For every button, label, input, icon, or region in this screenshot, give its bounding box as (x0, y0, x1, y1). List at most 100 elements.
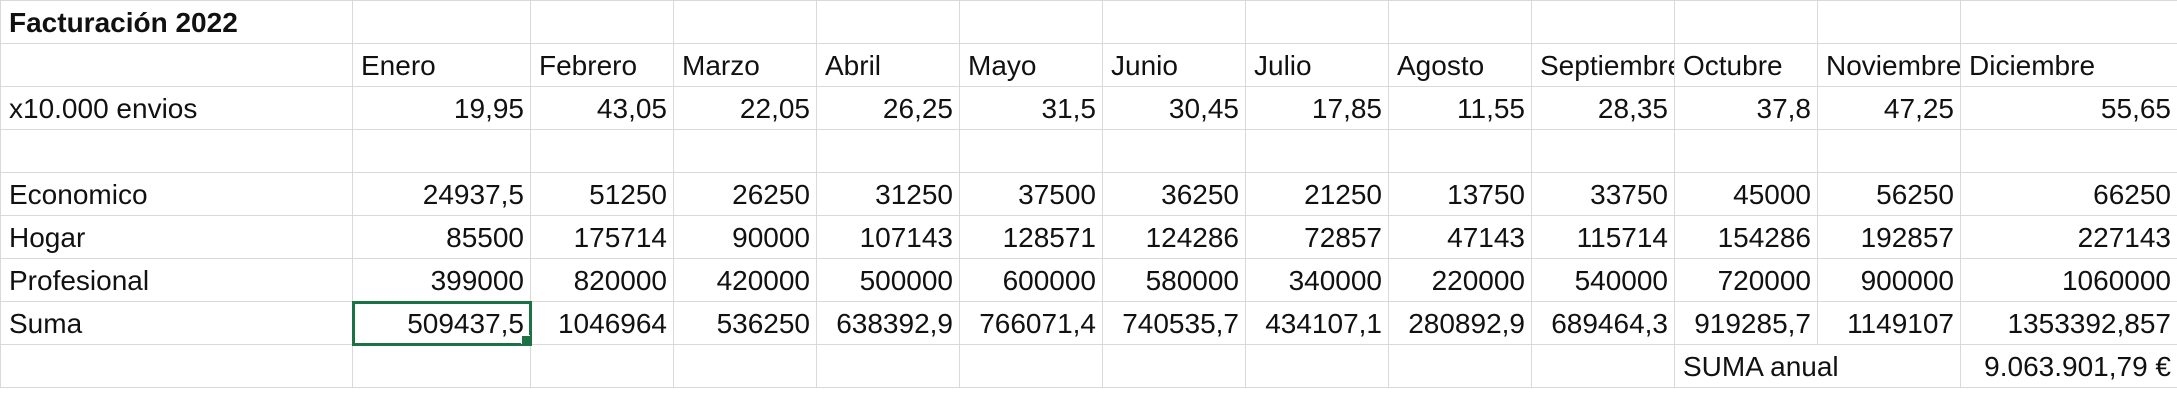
value-cell[interactable]: 1353392,857 (1960, 301, 2177, 345)
value-cell[interactable]: 85500 (352, 215, 531, 259)
value-cell[interactable]: 107143 (816, 215, 960, 259)
value-cell[interactable]: 26,25 (816, 86, 960, 130)
annual-value-cell[interactable]: 9.063.901,79 € (1960, 344, 2177, 388)
cell-empty[interactable] (352, 129, 531, 173)
cell-empty[interactable] (1102, 344, 1246, 388)
value-cell[interactable]: 33750 (1531, 172, 1675, 216)
month-header-cell[interactable]: Mayo (959, 43, 1103, 87)
value-cell[interactable]: 17,85 (1245, 86, 1389, 130)
fill-handle[interactable] (521, 335, 530, 344)
value-cell[interactable]: 47143 (1388, 215, 1532, 259)
value-cell[interactable]: 43,05 (530, 86, 674, 130)
cell-empty[interactable] (1388, 129, 1532, 173)
value-cell[interactable]: 124286 (1102, 215, 1246, 259)
value-cell[interactable]: 175714 (530, 215, 674, 259)
value-cell[interactable]: 192857 (1817, 215, 1961, 259)
value-cell[interactable]: 31250 (816, 172, 960, 216)
value-cell[interactable]: 600000 (959, 258, 1103, 302)
cell-empty[interactable] (1388, 344, 1532, 388)
value-cell[interactable]: 37500 (959, 172, 1103, 216)
value-cell[interactable]: 740535,7 (1102, 301, 1246, 345)
value-cell[interactable]: 66250 (1960, 172, 2177, 216)
month-header-cell[interactable]: Junio (1102, 43, 1246, 87)
value-cell[interactable]: 227143 (1960, 215, 2177, 259)
cell-empty[interactable] (0, 129, 353, 173)
value-cell[interactable]: 26250 (673, 172, 817, 216)
value-cell[interactable]: 720000 (1674, 258, 1818, 302)
cell-empty[interactable] (1960, 129, 2177, 173)
cell-empty[interactable] (352, 0, 531, 44)
cell-empty[interactable] (1817, 0, 1961, 44)
row-label-cell[interactable]: Economico (0, 172, 353, 216)
cell-empty[interactable] (530, 129, 674, 173)
cell-empty[interactable] (1245, 344, 1389, 388)
value-cell[interactable]: 919285,7 (1674, 301, 1818, 345)
cell-empty[interactable] (959, 0, 1103, 44)
month-header-cell[interactable]: Julio (1245, 43, 1389, 87)
month-header-cell[interactable]: Abril (816, 43, 960, 87)
cell-empty[interactable] (0, 344, 353, 388)
row-label-cell[interactable]: Hogar (0, 215, 353, 259)
value-cell[interactable]: 689464,3 (1531, 301, 1675, 345)
value-cell[interactable]: 51250 (530, 172, 674, 216)
value-cell[interactable]: 21250 (1245, 172, 1389, 216)
value-cell[interactable]: 820000 (530, 258, 674, 302)
value-cell[interactable]: 45000 (1674, 172, 1818, 216)
cell-empty[interactable] (1531, 129, 1675, 173)
cell-empty[interactable] (0, 43, 353, 87)
value-cell[interactable]: 1060000 (1960, 258, 2177, 302)
value-cell[interactable]: 540000 (1531, 258, 1675, 302)
value-cell[interactable]: 638392,9 (816, 301, 960, 345)
cell-empty[interactable] (1102, 129, 1246, 173)
value-cell[interactable]: 115714 (1531, 215, 1675, 259)
selected-value-cell[interactable]: 509437,5 (351, 300, 532, 346)
value-cell[interactable]: 24937,5 (352, 172, 531, 216)
annual-label-cell[interactable]: SUMA anual (1674, 344, 1961, 388)
value-cell[interactable]: 154286 (1674, 215, 1818, 259)
cell-empty[interactable] (673, 129, 817, 173)
row-label-cell[interactable]: x10.000 envios (0, 86, 353, 130)
value-cell[interactable]: 13750 (1388, 172, 1532, 216)
month-header-cell[interactable]: Septiembre (1531, 43, 1675, 87)
cell-empty[interactable] (1245, 129, 1389, 173)
cell-empty[interactable] (1960, 0, 2177, 44)
value-cell[interactable]: 399000 (352, 258, 531, 302)
value-cell[interactable]: 1046964 (530, 301, 674, 345)
cell-empty[interactable] (530, 0, 674, 44)
month-header-cell[interactable]: Noviembre (1817, 43, 1961, 87)
cell-empty[interactable] (816, 344, 960, 388)
value-cell[interactable]: 19,95 (352, 86, 531, 130)
value-cell[interactable]: 580000 (1102, 258, 1246, 302)
value-cell[interactable]: 36250 (1102, 172, 1246, 216)
cell-empty[interactable] (1674, 0, 1818, 44)
row-label-cell[interactable]: Profesional (0, 258, 353, 302)
month-header-cell[interactable]: Agosto (1388, 43, 1532, 87)
cell-empty[interactable] (959, 129, 1103, 173)
cell-title[interactable]: Facturación 2022 (0, 0, 353, 44)
value-cell[interactable]: 766071,4 (959, 301, 1103, 345)
value-cell[interactable]: 536250 (673, 301, 817, 345)
cell-empty[interactable] (1674, 129, 1818, 173)
value-cell[interactable]: 22,05 (673, 86, 817, 130)
value-cell[interactable]: 1149107 (1817, 301, 1961, 345)
cell-empty[interactable] (1388, 0, 1532, 44)
value-cell[interactable]: 90000 (673, 215, 817, 259)
value-cell[interactable]: 220000 (1388, 258, 1532, 302)
month-header-cell[interactable]: Marzo (673, 43, 817, 87)
value-cell[interactable]: 28,35 (1531, 86, 1675, 130)
month-header-cell[interactable]: Febrero (530, 43, 674, 87)
cell-empty[interactable] (816, 0, 960, 44)
month-header-cell[interactable]: Diciembre (1960, 43, 2177, 87)
cell-empty[interactable] (1531, 0, 1675, 44)
cell-empty[interactable] (816, 129, 960, 173)
month-header-cell[interactable]: Octubre (1674, 43, 1818, 87)
value-cell[interactable]: 128571 (959, 215, 1103, 259)
cell-empty[interactable] (1817, 129, 1961, 173)
value-cell[interactable]: 31,5 (959, 86, 1103, 130)
cell-empty[interactable] (530, 344, 674, 388)
value-cell[interactable]: 420000 (673, 258, 817, 302)
cell-empty[interactable] (673, 344, 817, 388)
cell-empty[interactable] (673, 0, 817, 44)
cell-empty[interactable] (352, 344, 531, 388)
value-cell[interactable]: 30,45 (1102, 86, 1246, 130)
